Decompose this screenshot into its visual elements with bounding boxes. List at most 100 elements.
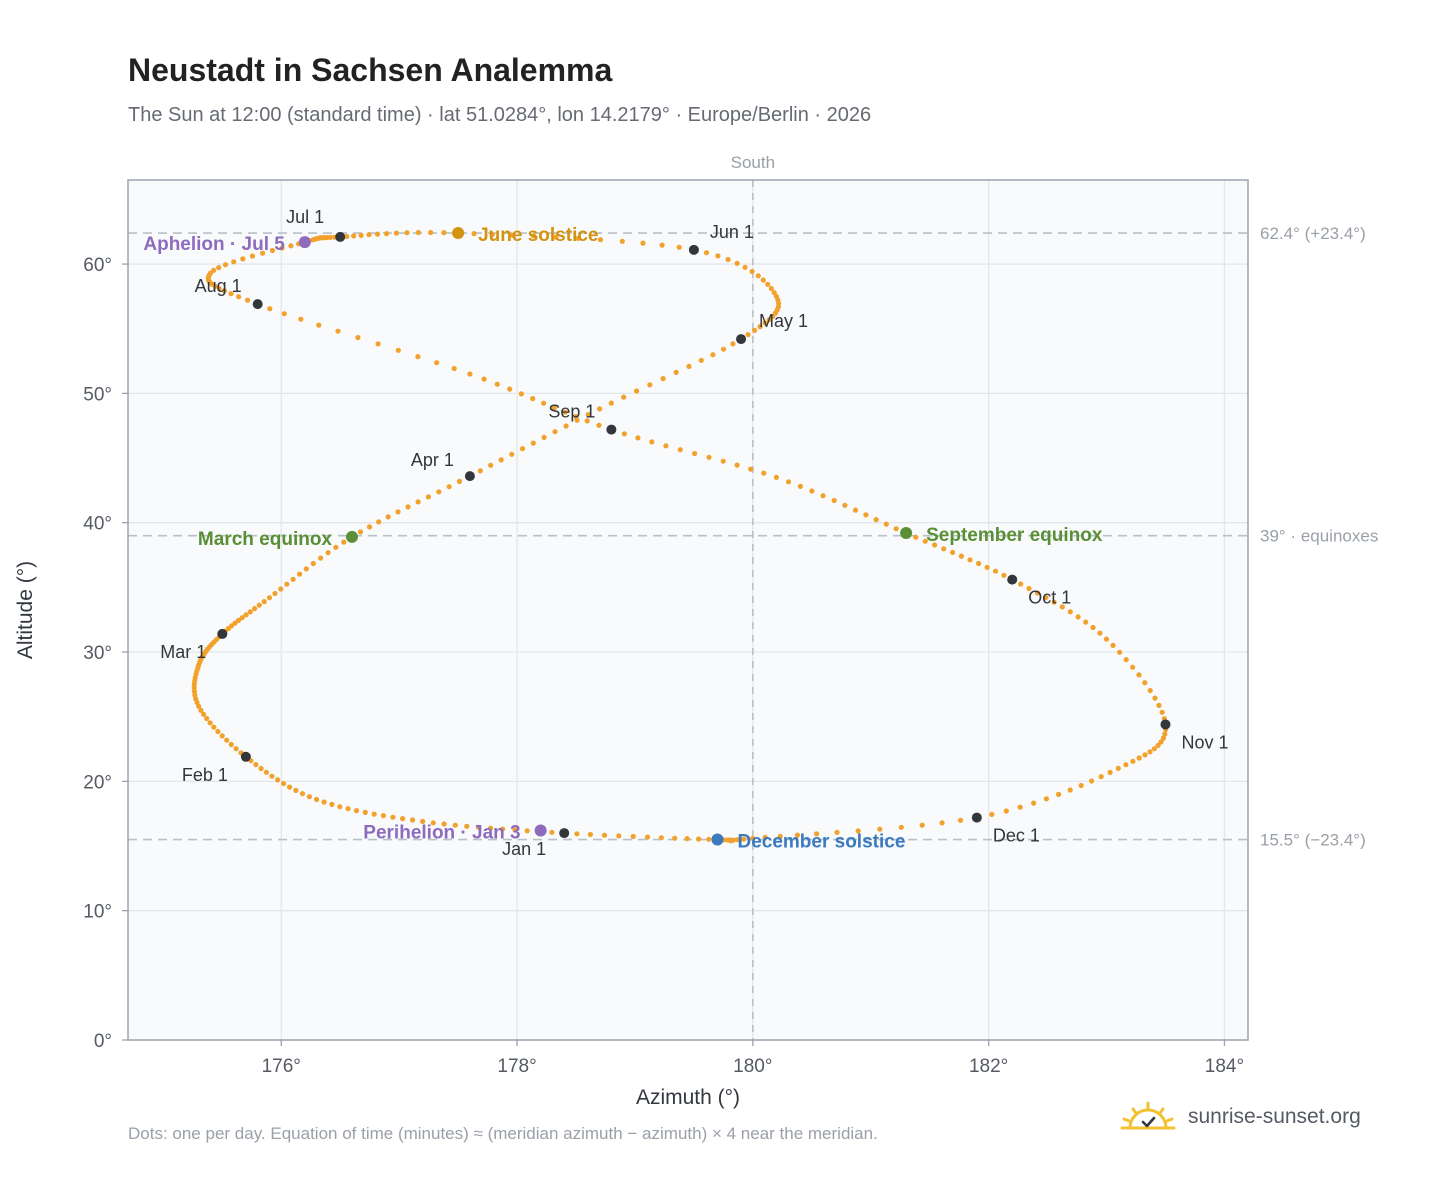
analemma-day-dot (635, 435, 641, 441)
analemma-day-dot (249, 253, 256, 259)
analemma-day-dot (1018, 581, 1024, 587)
analemma-day-dot (275, 777, 281, 783)
analemma-day-dot (198, 707, 204, 713)
analemma-day-dot (1160, 735, 1166, 741)
analemma-day-dot (456, 478, 463, 484)
analemma-day-dot (1123, 657, 1129, 663)
analemma-day-dot (247, 609, 253, 615)
month-marker-dot (971, 812, 982, 823)
analemma-day-dot (967, 557, 973, 563)
analemma-day-dot (552, 429, 558, 435)
analemma-day-dot (584, 418, 590, 424)
analemma-day-dot (1031, 800, 1037, 806)
event-marker-label: March equinox (198, 529, 333, 550)
analemma-day-dot (663, 443, 669, 449)
analemma-day-dot (446, 484, 452, 490)
analemma-day-dot (243, 612, 249, 618)
analemma-day-dot (232, 620, 238, 626)
analemma-day-dot (649, 439, 655, 445)
analemma-day-dot (1155, 742, 1161, 749)
analemma-day-dot (553, 234, 559, 240)
analemma-day-dot (809, 488, 815, 494)
analemma-day-dot (684, 836, 690, 842)
axes: 176° 178° 180° 182° 184° 0° 10° 20° 30° 40° 50° 60°… (14, 255, 1244, 1109)
y-tick-label: 40° (83, 514, 112, 535)
analemma-day-dot (715, 253, 721, 259)
analemma-day-dot (428, 229, 434, 236)
analemma-day-dot (253, 762, 259, 768)
event-marker-label: September equinox (926, 525, 1103, 546)
brand[interactable]: sunrise-sunset.org (1120, 1100, 1361, 1134)
analemma-day-dot (750, 835, 756, 841)
analemma-day-dot (1026, 585, 1032, 592)
analemma-day-dot (696, 836, 702, 842)
analemma-day-dot (1067, 609, 1073, 615)
sun-logo-icon (1120, 1101, 1176, 1130)
analemma-day-dot (355, 334, 361, 341)
analemma-day-dot (325, 550, 331, 556)
analemma-day-dot (1147, 687, 1153, 694)
month-marker-label: Aug 1 (195, 276, 242, 296)
analemma-day-dot (608, 400, 614, 406)
analemma-day-dot (252, 606, 258, 612)
analemma-day-dot (785, 479, 792, 485)
analemma-day-dot (621, 431, 628, 437)
analemma-day-dot (415, 499, 421, 505)
analemma-day-dot (487, 825, 494, 831)
analemma-day-dot (376, 519, 382, 525)
analemma-day-dot (1097, 630, 1103, 636)
analemma-day-dot (1156, 702, 1162, 709)
analemma-day-dot (321, 799, 327, 805)
analemma-day-dot (720, 346, 727, 352)
analemma-day-dot (647, 382, 653, 388)
analemma-day-dot (464, 823, 470, 829)
analemma-day-dot (316, 322, 322, 328)
analemma-day-dot (256, 602, 262, 608)
analemma-curve (191, 229, 1169, 844)
event-marker-dot (711, 833, 724, 846)
analemma-day-dot (441, 230, 447, 236)
analemma-day-dot (573, 414, 579, 420)
y-axis-label: Altitude (°) (14, 561, 37, 659)
analemma-day-dot (337, 804, 343, 810)
analemma-day-dot (541, 400, 547, 406)
analemma-day-dot (272, 590, 278, 597)
analemma-day-dot (488, 462, 494, 468)
x-tick-label: 176° (262, 1056, 301, 1077)
analemma-day-dot (710, 352, 716, 358)
analemma-day-dot (1158, 739, 1164, 745)
analemma-day-dot (436, 489, 442, 495)
analemma-day-dot (269, 773, 275, 779)
analemma-day-dot (231, 259, 237, 265)
analemma-day-dot (216, 285, 222, 292)
analemma-day-dot (749, 268, 755, 275)
analemma-day-dot (351, 233, 357, 239)
analemma-day-dot (1117, 649, 1123, 655)
analemma-day-dot (873, 517, 879, 523)
month-marker-label: May 1 (759, 311, 808, 331)
y-tick-label: 50° (83, 384, 112, 405)
analemma-day-dot (766, 317, 772, 323)
analemma-day-dot (734, 462, 740, 468)
x-tick-label: 178° (497, 1056, 536, 1077)
analemma-day-dot (984, 564, 990, 570)
analemma-day-dot (310, 560, 316, 567)
analemma-day-dot (235, 617, 242, 624)
analemma-day-dot (509, 232, 515, 238)
event-marker-dot (900, 527, 913, 540)
analemma-day-dot (820, 493, 826, 499)
analemma-day-dot (1107, 769, 1113, 776)
analemma-day-dot (597, 237, 604, 243)
analemma-day-dot (221, 288, 228, 294)
analemma-day-dot (1130, 664, 1136, 670)
analemma-day-dot (512, 827, 518, 833)
x-tick-label: 182° (969, 1056, 1008, 1077)
analemma-day-dot (362, 809, 368, 816)
analemma-day-dot (500, 826, 506, 832)
analemma-day-dot (762, 834, 768, 840)
month-marker-dot (335, 231, 346, 242)
analemma-day-dot (575, 235, 581, 241)
analemma-day-dot (451, 365, 457, 372)
analemma-day-dot (303, 566, 309, 572)
analemma-day-dot (489, 231, 495, 237)
